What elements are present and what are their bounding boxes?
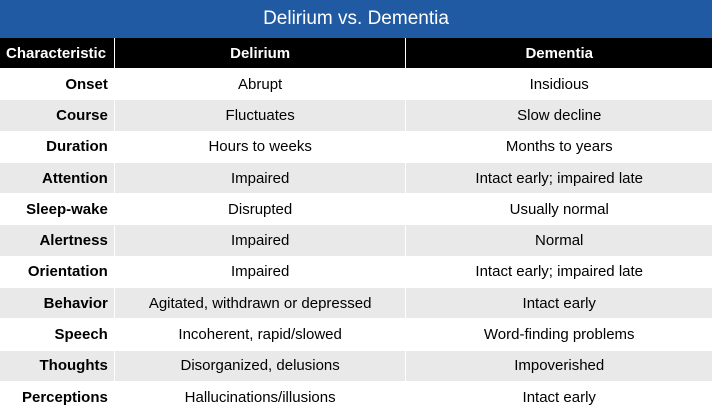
row-dementia: Impoverished <box>514 357 605 375</box>
row-dementia: Word-finding problems <box>483 326 635 344</box>
header-dementia: Dementia <box>525 44 593 62</box>
table-row: Orientation Impaired Intact early; impai… <box>0 255 712 288</box>
table-row: Alertness Impaired Normal <box>0 224 712 256</box>
row-delirium: Fluctuates <box>115 100 407 131</box>
row-delirium: Disrupted <box>115 194 407 225</box>
row-dementia: Intact early; impaired late <box>475 263 643 281</box>
row-characteristic: Speech <box>0 319 115 350</box>
table-row: Course Fluctuates Slow decline <box>0 99 712 131</box>
row-dementia: Insidious <box>529 75 589 93</box>
row-dementia: Intact early <box>522 388 596 406</box>
row-characteristic: Orientation <box>0 256 115 288</box>
row-dementia: Usually normal <box>509 200 609 218</box>
table-row: Attention Impaired Intact early; impaire… <box>0 161 712 194</box>
table-row: Speech Incoherent, rapid/slowed Word-fin… <box>0 318 712 350</box>
table-row: Thoughts Disorganized, delusions Impover… <box>0 349 712 381</box>
row-delirium: Hallucinations/illusions <box>115 381 407 413</box>
row-delirium: Impaired <box>115 256 407 288</box>
row-dementia: Intact early; impaired late <box>475 169 643 187</box>
row-dementia: Slow decline <box>517 106 602 124</box>
row-delirium: Abrupt <box>115 69 407 100</box>
row-dementia: Months to years <box>505 138 613 156</box>
row-dementia: Intact early <box>522 294 596 312</box>
row-characteristic: Behavior <box>0 288 115 319</box>
header-characteristic: Characteristic <box>0 38 115 68</box>
table-row: Sleep-wake Disrupted Usually normal <box>0 193 712 225</box>
row-delirium: Agitated, withdrawn or depressed <box>115 288 407 319</box>
table-row: Duration Hours to weeks Months to years <box>0 130 712 162</box>
row-delirium: Incoherent, rapid/slowed <box>115 319 407 350</box>
table-row: Perceptions Hallucinations/illusions Int… <box>0 380 712 413</box>
row-delirium: Impaired <box>115 225 407 256</box>
table-row: Onset Abrupt Insidious <box>0 68 712 100</box>
row-characteristic: Duration <box>0 131 115 162</box>
row-characteristic: Perceptions <box>0 381 115 413</box>
row-characteristic: Attention <box>0 162 115 194</box>
row-characteristic: Thoughts <box>0 350 115 381</box>
table-row: Behavior Agitated, withdrawn or depresse… <box>0 287 712 319</box>
row-characteristic: Onset <box>0 69 115 100</box>
row-delirium: Disorganized, delusions <box>115 350 407 381</box>
table-body: Onset Abrupt Insidious Course Fluctuates… <box>0 68 712 413</box>
header-delirium: Delirium <box>115 38 407 68</box>
table-title: Delirium vs. Dementia <box>0 0 712 38</box>
header-row: Characteristic Delirium Dementia <box>0 38 712 68</box>
row-characteristic: Sleep-wake <box>0 194 115 225</box>
row-characteristic: Course <box>0 100 115 131</box>
row-dementia: Normal <box>535 232 584 250</box>
row-delirium: Impaired <box>115 162 407 194</box>
row-characteristic: Alertness <box>0 225 115 256</box>
row-delirium: Hours to weeks <box>115 131 407 162</box>
